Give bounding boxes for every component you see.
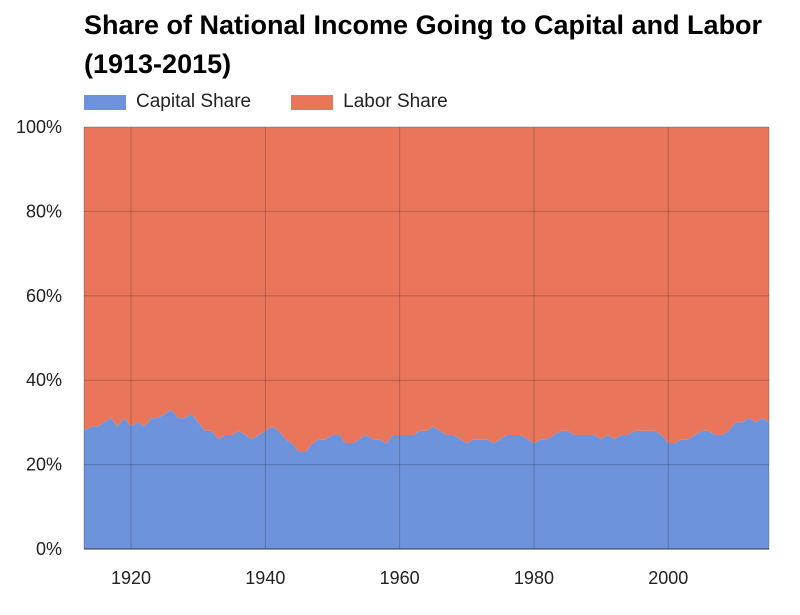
y-tick-label-1: 20% [26, 455, 62, 475]
legend-item-capital[interactable]: Capital Share [84, 91, 251, 113]
x-tick-label-4: 2000 [648, 568, 688, 588]
legend-swatch-capital [84, 94, 126, 110]
y-tick-label-0: 0% [36, 539, 62, 559]
legend: Capital Share Labor Share [84, 89, 488, 115]
y-tick-label-2: 40% [26, 370, 62, 390]
y-tick-label-4: 80% [26, 201, 62, 221]
x-tick-label-2: 1960 [380, 568, 420, 588]
x-tick-label-1: 1940 [245, 568, 285, 588]
legend-swatch-labor [291, 94, 334, 110]
chart-title: Share of National Income Going to Capita… [84, 10, 763, 79]
x-tick-label-0: 1920 [111, 568, 151, 588]
area-capital-share [84, 409, 769, 549]
y-tick-label-5: 100% [16, 117, 62, 137]
legend-label-capital: Capital Share [136, 91, 252, 112]
area-labor-share [84, 127, 769, 452]
legend-label-labor: Labor Share [343, 91, 448, 112]
y-tick-label-3: 60% [26, 286, 62, 306]
legend-item-labor[interactable]: Labor Share [291, 91, 448, 113]
x-tick-label-3: 1980 [514, 568, 554, 588]
